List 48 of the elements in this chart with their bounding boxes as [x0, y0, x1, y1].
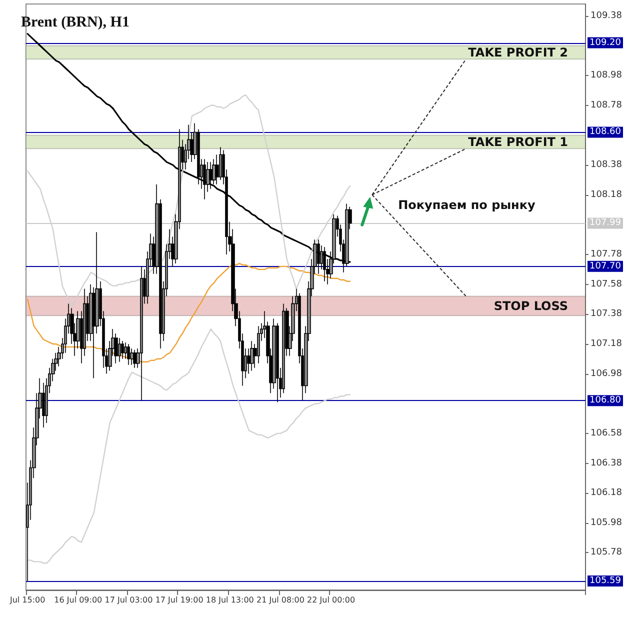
candlestick	[114, 333, 118, 364]
candlestick	[212, 158, 216, 185]
candlestick	[276, 322, 279, 403]
y-tick-label: 108.18	[590, 190, 622, 200]
text: Brent (BRN), H1	[21, 14, 130, 30]
ref-line-label: 108.60	[590, 127, 622, 138]
y-tick-label: 107.78	[590, 250, 622, 260]
y-tick-label: 105.78	[590, 548, 622, 558]
y-tick-label: 107.18	[590, 338, 622, 349]
y-tick-label: 108.98	[590, 70, 622, 81]
y-tick-label: 106.58	[590, 428, 622, 438]
text: Покупаем по рынку	[398, 198, 536, 212]
x-tick-label: 17 Jul 03:00	[104, 596, 153, 604]
candlestick	[118, 338, 121, 362]
line-series	[26, 328, 351, 564]
candlestick	[42, 382, 45, 428]
y-tick-label: 105.98	[590, 518, 622, 528]
candlestick	[317, 239, 320, 274]
ref-line-label: 106.80	[590, 396, 622, 406]
candlestick	[130, 348, 134, 366]
candlestick	[209, 162, 213, 190]
candlestick	[203, 158, 206, 200]
x-tick-label: 16 Jul 09:00	[54, 596, 102, 604]
x-tick-label: 17 Jul 19:00	[155, 596, 204, 604]
y-tick-label: 106.38	[590, 458, 622, 468]
band-label: TAKE PROFIT 1	[468, 134, 568, 149]
band-label: STOP LOSS	[494, 298, 568, 313]
y-tick-label: 109.38	[590, 10, 622, 21]
x-tick-label: 22 Jul 00:00	[307, 596, 356, 604]
ref-line-label: 105.59	[590, 576, 622, 586]
y-tick-label: 106.98	[590, 368, 622, 379]
x-tick-label: 18 Jul 13:00	[206, 596, 254, 604]
candlestick	[257, 326, 260, 364]
y-tick-label: 108.38	[590, 160, 622, 170]
ref-line-label: 109.20	[590, 38, 622, 48]
candlestick	[127, 344, 130, 366]
line-series	[26, 262, 351, 362]
candlestick	[133, 350, 137, 368]
y-tick-label: 107.38	[590, 309, 622, 320]
x-tick-label: Jul 15:00	[8, 596, 46, 604]
y-tick-label: 106.18	[590, 488, 622, 498]
x-tick-label: 21 Jul 08:00	[256, 596, 304, 604]
candlestick	[121, 340, 124, 360]
ref-line-label: 107.70	[590, 261, 622, 272]
y-tick-label: 108.78	[590, 100, 622, 110]
y-tick-label: 107.58	[590, 279, 622, 290]
band-label: TAKE PROFIT 2	[468, 45, 568, 60]
candlestick	[250, 340, 254, 372]
